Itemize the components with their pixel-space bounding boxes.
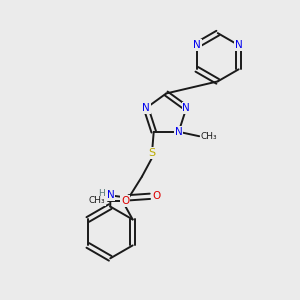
Text: N: N: [182, 103, 190, 113]
Text: N: N: [106, 190, 114, 200]
Text: N: N: [193, 40, 201, 50]
Text: CH₃: CH₃: [88, 196, 105, 206]
Text: N: N: [142, 103, 150, 113]
Text: N: N: [235, 40, 242, 50]
Text: H: H: [98, 189, 105, 198]
Text: CH₃: CH₃: [200, 132, 217, 141]
Text: N: N: [175, 127, 182, 137]
Text: S: S: [149, 148, 156, 158]
Text: O: O: [121, 196, 130, 206]
Text: O: O: [152, 191, 160, 201]
